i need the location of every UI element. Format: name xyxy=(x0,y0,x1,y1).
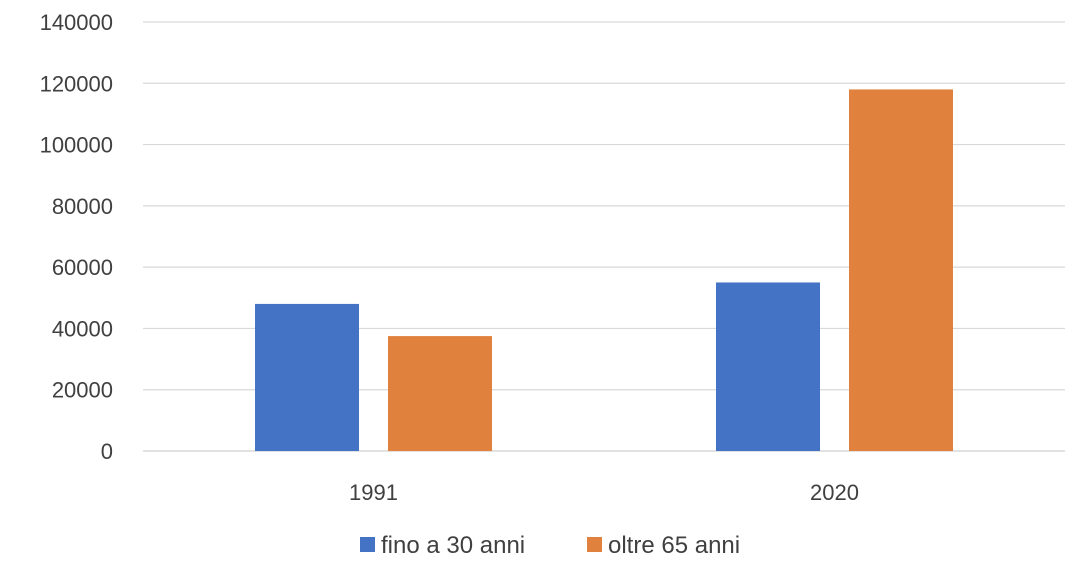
bar-1991-oltre-65-anni xyxy=(388,336,492,451)
legend-label: fino a 30 anni xyxy=(381,532,525,559)
bar-2020-oltre-65-anni xyxy=(849,89,953,452)
bar-2020-fino-a-30-anni xyxy=(716,282,820,451)
legend-label: oltre 65 anni xyxy=(608,532,740,559)
y-tick-label: 80000 xyxy=(52,194,113,219)
legend-swatch-fino-a-30-anni xyxy=(360,537,375,552)
y-tick-label: 100000 xyxy=(40,133,113,158)
bar-1991-fino-a-30-anni xyxy=(255,303,359,451)
x-axis-ticks: 1991 2020 xyxy=(349,480,859,505)
y-tick-label: 60000 xyxy=(52,255,113,280)
bars xyxy=(255,89,953,452)
x-tick-label: 2020 xyxy=(810,480,859,505)
y-tick-label: 140000 xyxy=(40,10,113,35)
y-tick-label: 0 xyxy=(101,439,113,464)
legend-swatch-oltre-65-anni xyxy=(587,537,602,552)
legend: fino a 30 anni oltre 65 anni xyxy=(360,532,740,559)
y-tick-label: 40000 xyxy=(52,316,113,341)
y-axis-ticks: 0 20000 40000 60000 80000 100000 120000 140000 xyxy=(40,10,113,464)
y-tick-label: 120000 xyxy=(40,71,113,96)
y-tick-label: 20000 xyxy=(52,378,113,403)
x-tick-label: 1991 xyxy=(349,480,398,505)
